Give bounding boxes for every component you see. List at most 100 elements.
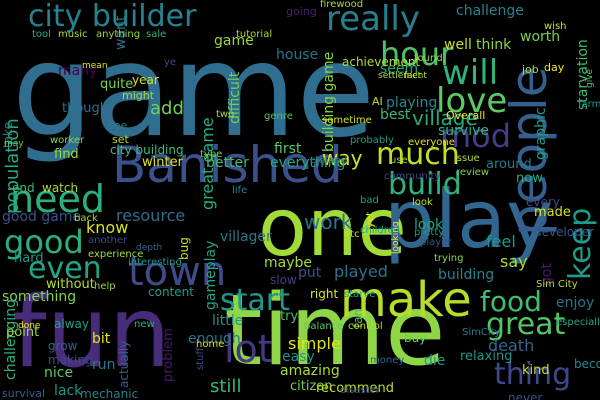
cloud-word: simple <box>288 334 341 353</box>
cloud-word: best <box>380 107 411 123</box>
cloud-word: job <box>522 63 539 76</box>
cloud-word: player <box>420 237 452 248</box>
cloud-word: enough <box>188 331 241 347</box>
cloud-word: build <box>388 167 462 202</box>
cloud-word: another <box>88 235 128 246</box>
cloud-word: even <box>28 251 102 286</box>
cloud-word: add <box>150 98 184 119</box>
cloud-word: lot <box>224 327 273 371</box>
cloud-word: playing <box>386 95 438 111</box>
cloud-word: especially <box>556 317 600 328</box>
cloud-word: firewood <box>320 0 364 10</box>
cloud-word: looking <box>391 221 401 254</box>
cloud-word: worth <box>520 29 561 45</box>
cloud-word: actually <box>117 340 131 388</box>
cloud-word: might <box>122 89 155 102</box>
cloud-word: recommend <box>316 381 394 396</box>
cloud-word: two <box>216 109 235 120</box>
cloud-word: town <box>128 249 227 295</box>
cloud-word: interesting <box>128 257 182 268</box>
cloud-word: content <box>148 285 194 299</box>
cloud-word: going <box>286 5 317 18</box>
cloud-word: experience <box>88 249 144 260</box>
cloud-word: community <box>384 171 441 182</box>
cloud-word: back <box>74 213 98 224</box>
cloud-word: really <box>326 0 420 39</box>
cloud-word: gameplay <box>203 240 219 310</box>
cloud-word: everything <box>270 155 346 171</box>
cloud-word: well <box>444 37 472 53</box>
cloud-word: feel <box>486 232 516 251</box>
cloud-word: music <box>58 29 88 40</box>
cloud-word: try <box>280 309 299 324</box>
cloud-word: house <box>276 47 319 63</box>
cloud-word: look <box>414 217 444 233</box>
cloud-word: issue <box>454 153 480 164</box>
cloud-word: SimCity <box>462 327 501 338</box>
cloud-word: find <box>54 147 79 162</box>
cloud-word: grow <box>48 339 78 353</box>
cloud-word: resource <box>116 206 186 225</box>
cloud-word: end <box>12 181 35 195</box>
cloud-word: genre <box>264 111 293 122</box>
cloud-word: easy <box>282 349 315 365</box>
cloud-word: life <box>232 185 248 196</box>
cloud-word: control <box>348 321 383 332</box>
cloud-word: settlement <box>378 71 427 81</box>
cloud-word: made <box>534 205 571 220</box>
cloud-word: mean <box>82 61 108 71</box>
cloud-word: may <box>4 139 24 149</box>
cloud-word: one <box>258 181 407 274</box>
cloud-word: thing <box>494 357 572 392</box>
cloud-word: depth <box>136 243 163 253</box>
cloud-word: game <box>12 17 376 166</box>
cloud-word: maybe <box>264 255 313 271</box>
cloud-word: pretty <box>414 227 445 238</box>
cloud-word: building <box>438 267 495 283</box>
cloud-word: become <box>574 357 600 371</box>
cloud-word: amazing <box>280 363 340 379</box>
cloud-word: make <box>340 272 472 328</box>
cloud-word: played <box>334 262 388 281</box>
cloud-word: seem <box>380 61 419 77</box>
cloud-word: never <box>508 391 543 400</box>
cloud-word: day <box>544 61 565 74</box>
cloud-word: balance <box>304 321 344 332</box>
cloud-word: worker <box>50 135 85 146</box>
cloud-word: watch <box>42 181 79 195</box>
cloud-word: give <box>585 68 595 88</box>
cloud-word: type <box>200 149 223 160</box>
cloud-word: wish <box>544 21 567 32</box>
cloud-word: work <box>304 210 353 234</box>
cloud-word: citizen <box>290 379 333 394</box>
cloud-word: love <box>436 81 508 121</box>
cloud-word: start <box>220 283 290 318</box>
cloud-word: something <box>2 289 77 305</box>
cloud-word: tutorial <box>236 29 273 40</box>
cloud-word: trying <box>434 253 464 264</box>
cloud-word: little <box>212 313 244 329</box>
cloud-word: know <box>86 218 129 237</box>
cloud-word: game <box>214 33 254 49</box>
cloud-word: city building <box>110 143 184 157</box>
cloud-word: money <box>370 355 405 366</box>
cloud-word: slow <box>270 273 297 287</box>
cloud-word: done <box>18 321 41 331</box>
cloud-word: die <box>424 353 446 369</box>
cloud-word: say <box>500 252 528 271</box>
cloud-word: mechanic <box>80 387 139 400</box>
cloud-word: bad <box>360 195 379 206</box>
cloud-word: quite <box>100 77 134 92</box>
cloud-word: making <box>48 353 93 367</box>
cloud-word: challenge <box>456 3 524 19</box>
cloud-word: now <box>516 171 543 186</box>
cloud-word: starve <box>344 289 376 300</box>
cloud-word: without <box>46 277 95 292</box>
cloud-word: way <box>322 146 363 170</box>
cloud-word: hard <box>14 251 44 266</box>
cloud-word: Sim City <box>536 279 578 290</box>
cloud-word: will <box>442 53 499 93</box>
cloud-word: anything <box>96 29 141 40</box>
cloud-word: survive <box>438 123 489 139</box>
